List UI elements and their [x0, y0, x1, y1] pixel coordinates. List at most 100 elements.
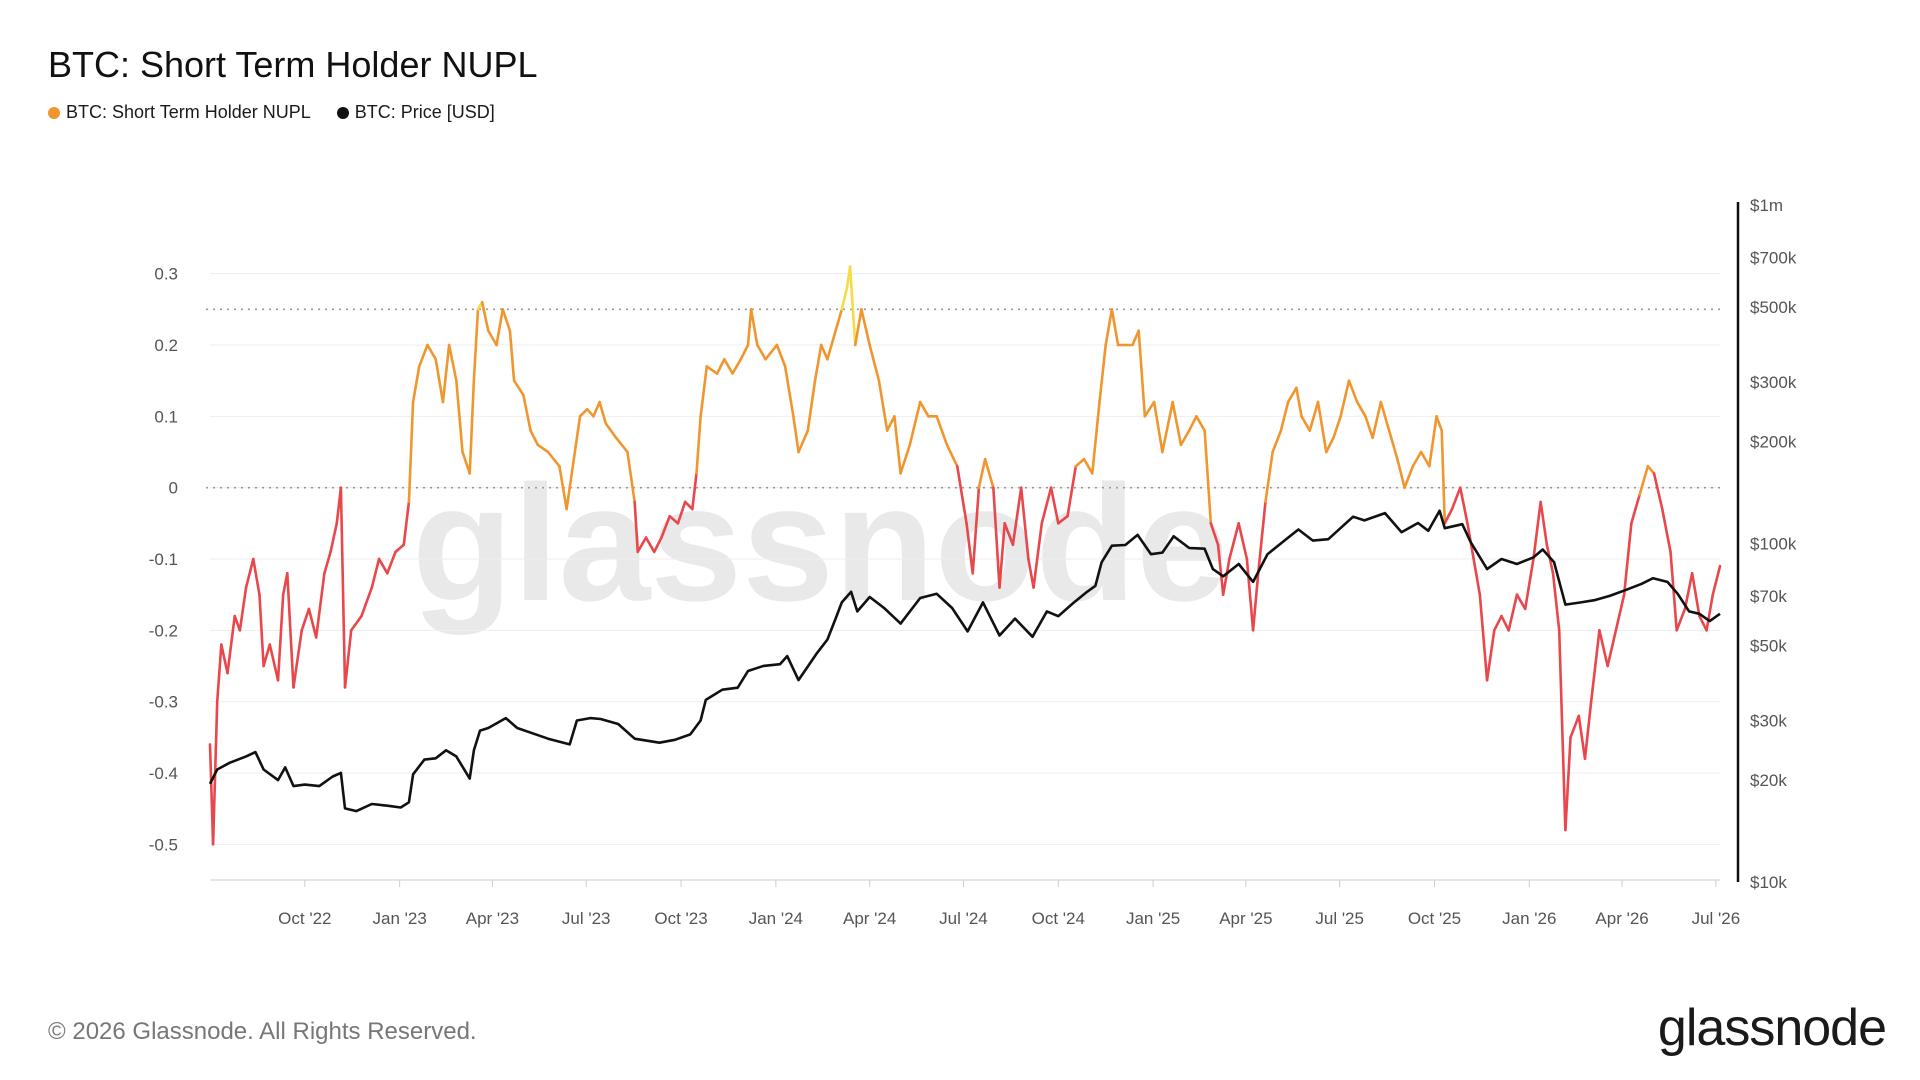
nupl-segment	[1032, 522, 1044, 589]
nupl-segment	[813, 343, 823, 382]
nupl-segment	[749, 308, 759, 347]
nupl-segment	[1440, 429, 1447, 525]
nupl-segment	[1090, 400, 1101, 475]
nupl-segment	[860, 308, 871, 347]
nupl-segment	[1295, 386, 1303, 418]
nupl-segment	[501, 308, 512, 333]
nupl-segment	[558, 464, 568, 511]
legend-item-price[interactable]: BTC: Price [USD]	[336, 102, 495, 123]
nupl-segment	[1003, 522, 1015, 547]
nupl-segment	[614, 436, 629, 454]
nupl-segment	[1523, 557, 1535, 611]
right-axis: $1m $700k $500k $300k $200k $100k $70k $50k $30k…	[1736, 196, 1797, 892]
legend-dot-price	[336, 106, 349, 119]
x-tick-label: Jul '23	[562, 909, 611, 928]
nupl-segment	[1532, 500, 1542, 561]
left-tick-label: -0.3	[149, 693, 178, 712]
nupl-segment	[1638, 464, 1650, 497]
x-tick-label: Jan '25	[1126, 909, 1180, 928]
nupl-segment	[461, 450, 472, 475]
nupl-segment	[434, 357, 445, 404]
nupl-segment	[573, 415, 582, 454]
nupl-segment	[1660, 507, 1672, 554]
x-tick-label: Apr '23	[466, 909, 519, 928]
nupl-segment	[508, 329, 516, 382]
left-tick-label: 0	[169, 479, 178, 498]
nupl-segment	[1435, 415, 1444, 432]
x-tick-label: Oct '24	[1032, 909, 1085, 928]
x-axis: Oct '22 Jan '23 Apr '23 Jul '23 Oct '23 Jan '…	[278, 880, 1740, 928]
nupl-segment	[1450, 486, 1462, 511]
nupl-segment	[977, 457, 987, 489]
x-tick-label: Apr '26	[1595, 909, 1648, 928]
nupl-segment	[314, 571, 326, 639]
left-axis: 0.3 0.2 0.1 0 -0.1 -0.2 -0.3 -0.4 -0.5	[149, 265, 178, 855]
nupl-segment	[1606, 629, 1618, 668]
nupl-segment	[1056, 514, 1069, 525]
nupl-segment	[598, 400, 608, 425]
x-tick-label: Oct '22	[278, 909, 331, 928]
nupl-segment	[1082, 457, 1094, 475]
x-tick-label: Jan '26	[1502, 909, 1556, 928]
nupl-segment	[955, 464, 968, 525]
price-series	[208, 509, 1721, 813]
nupl-segment	[1209, 522, 1220, 547]
x-tick-label: Jan '24	[749, 909, 803, 928]
grid-lines	[210, 273, 1720, 881]
x-tick-label: Oct '25	[1408, 909, 1461, 928]
x-tick-label: Apr '25	[1219, 909, 1272, 928]
nupl-segment	[417, 343, 429, 368]
nupl-segment	[1286, 386, 1298, 404]
nupl-segment	[965, 522, 975, 575]
left-tick-label: 0.3	[154, 265, 178, 284]
nupl-segment	[495, 308, 505, 347]
nupl-segment	[1478, 593, 1489, 682]
nupl-segment	[683, 500, 694, 511]
nupl-segment	[1458, 486, 1469, 525]
nupl-segment	[1256, 500, 1267, 575]
nupl-segment	[723, 357, 734, 375]
legend-item-nupl[interactable]: BTC: Short Term Holder NUPL	[48, 102, 311, 123]
nupl-segment	[1551, 571, 1561, 632]
nupl-segment	[1379, 400, 1391, 432]
nupl-segment	[377, 557, 389, 575]
nupl-segment	[1271, 429, 1283, 454]
nupl-segment	[626, 450, 636, 504]
nupl-segment	[695, 415, 702, 475]
x-tick-label: Jan '23	[373, 909, 427, 928]
nupl-segment	[899, 443, 912, 475]
nupl-segment	[1557, 629, 1567, 832]
x-tick-label: Jul '25	[1315, 909, 1364, 928]
nupl-segment	[258, 593, 265, 668]
nupl-segment	[731, 357, 743, 375]
nupl-segment	[604, 422, 618, 440]
nupl-segment	[797, 429, 810, 454]
nupl-segment	[480, 300, 490, 333]
nupl-segment	[1411, 450, 1423, 468]
nupl-segment	[1216, 543, 1225, 596]
nupl-segment	[286, 571, 295, 689]
copyright-footer: © 2026 Glassnode. All Rights Reserved.	[48, 1018, 477, 1045]
nupl-segment	[834, 308, 844, 333]
nupl-segment	[349, 614, 363, 632]
nupl-segment	[633, 500, 640, 554]
nupl-segment	[1339, 379, 1351, 418]
nupl-segment	[323, 550, 332, 575]
nupl-segment	[565, 450, 577, 511]
nupl-segment	[1324, 436, 1335, 454]
nupl-segment	[1371, 400, 1383, 440]
nupl-segment	[1308, 400, 1320, 432]
nupl-segment	[1027, 557, 1035, 589]
nupl-segment	[455, 379, 464, 454]
nupl-segment	[1228, 522, 1240, 561]
nupl-segment	[1396, 457, 1406, 489]
nupl-segment	[1104, 308, 1114, 347]
nupl-segment	[1152, 400, 1164, 454]
nupl-segment	[447, 343, 458, 382]
nupl-segment	[775, 343, 787, 368]
nupl-segment	[1049, 486, 1060, 525]
nupl-segment	[1711, 564, 1722, 596]
right-tick-label: $20k	[1750, 771, 1787, 790]
nupl-segment	[215, 643, 223, 703]
